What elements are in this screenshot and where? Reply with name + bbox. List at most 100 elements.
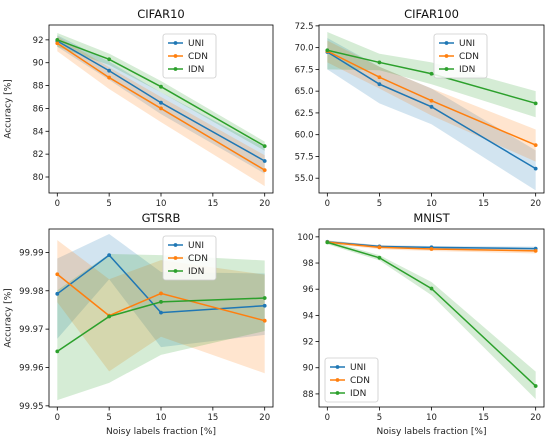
x-axis-label: Noisy labels fraction [%] [106, 427, 216, 437]
y-tick-label: 92 [303, 338, 314, 348]
y-tick-label: 99.98 [19, 287, 43, 297]
x-tick-label: 5 [377, 199, 382, 209]
chart-title: CIFAR100 [404, 7, 459, 21]
y-tick-label: 67.5 [295, 65, 314, 75]
x-tick-label: 20 [259, 199, 270, 209]
x-tick-label: 10 [426, 413, 437, 423]
point-idn [377, 60, 382, 65]
x-tick-label: 15 [207, 413, 218, 423]
y-tick-label: 57.5 [295, 152, 314, 162]
point-uni [533, 166, 538, 171]
y-axis-label: Accuracy [%] [4, 79, 14, 139]
y-tick-label: 99.97 [19, 325, 43, 335]
legend-label-uni: UNI [188, 39, 204, 49]
legend-marker-idn [444, 67, 449, 71]
y-tick-label: 100 [297, 233, 313, 243]
y-tick-label: 90 [303, 364, 314, 374]
panel-cifar10: 0 5 10 15 20 80 82 84 86 88 90 92 CIFAR10 Accuracy [%… [4, 7, 274, 209]
point-idn [325, 48, 330, 53]
legend-label-cdn: CDN [459, 52, 479, 62]
y-tick-label: 90 [33, 59, 44, 69]
y-tick-label: 99.99 [19, 248, 43, 258]
legend-label-uni: UNI [459, 39, 475, 49]
point-uni [159, 100, 163, 105]
legend-label-idn: IDN [188, 267, 204, 277]
point-uni [107, 68, 112, 73]
x-tick-label: 15 [207, 199, 218, 209]
legend-marker-cdn [173, 54, 178, 58]
y-tick-label: 94 [303, 311, 314, 321]
x-tick-label: 5 [377, 413, 382, 423]
point-idn [262, 296, 267, 300]
y-tick-label: 62.5 [295, 109, 314, 119]
point-uni [159, 310, 163, 315]
line-cdn [56, 273, 265, 322]
panel-gtsrb: 0 5 10 15 20 99.95 99.96 99.97 99.98 99.99 GTSRB No… [4, 211, 274, 437]
legend-label-idn: IDN [188, 65, 204, 75]
x-tick-label: 5 [106, 413, 111, 423]
y-tick-label: 80 [33, 173, 44, 183]
x-tick-label: 20 [530, 199, 541, 209]
line-idn [57, 39, 266, 147]
point-cdn [533, 248, 538, 253]
legend-marker-idn [173, 67, 178, 71]
legend-marker-uni [335, 365, 340, 369]
point-cdn [262, 168, 267, 173]
legend-marker-idn [335, 391, 340, 395]
point-cdn [533, 143, 538, 148]
line-idn [327, 49, 536, 105]
y-tick-label: 55.0 [295, 174, 314, 184]
line-cdn [326, 50, 536, 146]
panel-mnist: 0 5 10 15 20 88 90 92 94 96 98 100 MNIST Noisy labels… [297, 211, 545, 437]
point-idn [429, 71, 434, 76]
line-cdn [56, 42, 266, 171]
band-idn [57, 253, 265, 401]
y-tick-label: 60.0 [295, 131, 314, 141]
y-tick-label: 99.95 [19, 402, 43, 412]
legend-marker-uni [173, 243, 178, 247]
point-idn [107, 314, 112, 319]
legend-box [162, 235, 217, 281]
legend-label-uni: UNI [188, 241, 204, 251]
legend-box [162, 33, 217, 79]
point-uni [377, 82, 382, 87]
point-cdn [159, 291, 163, 296]
band-idn [57, 33, 265, 151]
legend: UNI CDN IDN [162, 33, 217, 79]
legend-marker-uni [173, 41, 178, 45]
legend-label-uni: UNI [350, 363, 366, 373]
y-tick-label: 86 [33, 104, 44, 114]
band-uni [57, 233, 265, 348]
legend-marker-cdn [173, 256, 178, 260]
point-cdn [377, 75, 382, 80]
legend-label-idn: IDN [350, 389, 366, 399]
x-tick-label: 15 [478, 413, 489, 423]
y-tick-label: 88 [303, 390, 314, 400]
legend: UNI CDN IDN [162, 235, 217, 281]
x-tick-label: 20 [530, 413, 541, 423]
x-tick-label: 20 [259, 413, 270, 423]
point-idn [159, 84, 163, 89]
panel-cifar100: 0 5 10 15 20 55.0 57.5 60.0 62.5 65.0 67.5 70.0 72.5… [295, 7, 545, 209]
legend-label-idn: IDN [459, 65, 475, 75]
x-tick-label: 10 [156, 199, 167, 209]
x-tick-label: 10 [156, 413, 167, 423]
y-tick-label: 98 [303, 259, 314, 269]
line-cdn [327, 241, 536, 252]
y-tick-label: 65.0 [295, 87, 314, 97]
point-uni [55, 291, 60, 296]
point-cdn [107, 75, 112, 80]
y-tick-label: 72.5 [295, 22, 314, 32]
legend-box [324, 357, 379, 403]
point-cdn [377, 245, 382, 250]
point-uni [262, 159, 267, 163]
point-idn [377, 255, 382, 260]
line-idn [327, 241, 537, 387]
y-tick-label: 82 [33, 150, 44, 160]
x-tick-label: 0 [325, 413, 330, 423]
point-cdn [429, 247, 434, 251]
point-idn [325, 240, 330, 245]
point-cdn [159, 106, 163, 111]
point-idn [55, 349, 60, 354]
